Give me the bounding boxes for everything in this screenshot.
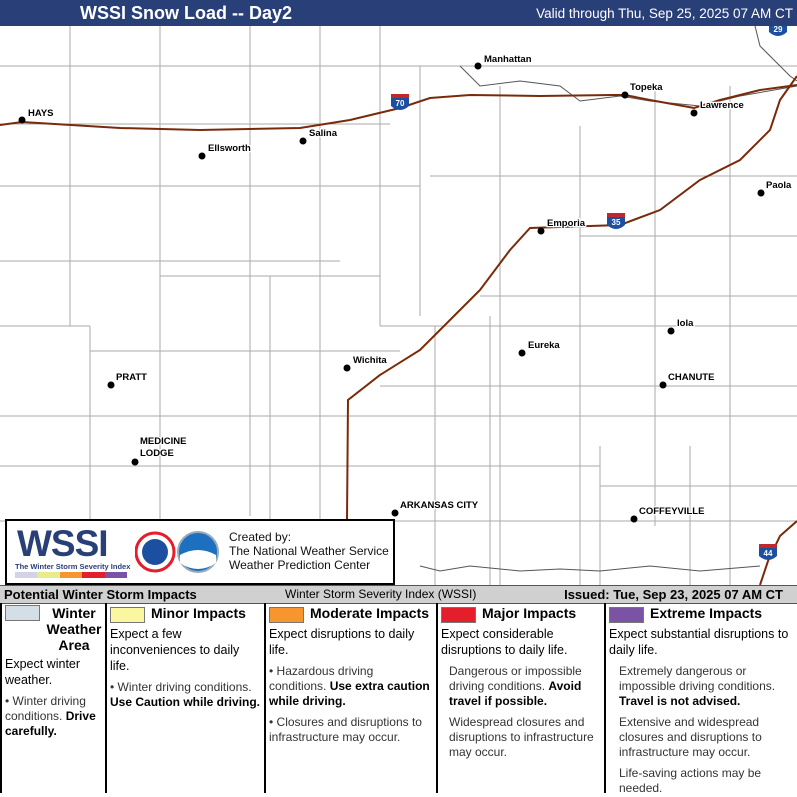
- svg-text:Ellsworth: Ellsworth: [208, 143, 251, 154]
- svg-text:MEDICINE: MEDICINE: [140, 436, 186, 447]
- legend-major: Major Impacts Expect considerable disrup…: [438, 603, 606, 793]
- city-hays: HAYS: [18, 107, 55, 124]
- i44-shield-icon: 44: [759, 544, 777, 560]
- i70: [0, 84, 797, 132]
- svg-text:70: 70: [396, 99, 405, 108]
- legend-winter-weather: Winter Weather Area Expect winter weathe…: [0, 603, 107, 793]
- nws-noaa-logos-icon: [135, 531, 219, 573]
- city-topeka: Topeka: [621, 81, 665, 99]
- legend-title: Potential Winter Storm Impacts: [4, 587, 197, 602]
- county-lines: [0, 26, 797, 585]
- city-iola: Iola: [667, 317, 695, 335]
- map-title: WSSI Snow Load -- Day2: [80, 3, 293, 23]
- svg-text:PRATT: PRATT: [116, 372, 147, 383]
- credits: Created by: The National Weather Service…: [229, 530, 389, 572]
- city-eureka: Eureka: [518, 339, 562, 357]
- svg-text:Topeka: Topeka: [630, 82, 663, 93]
- i70-shield-icon: 70: [391, 94, 409, 110]
- svg-text:Salina: Salina: [309, 128, 338, 139]
- city-manhattan: Manhattan: [474, 53, 533, 70]
- created-by: Created by:: [229, 530, 292, 544]
- svg-text:ARKANSAS CITY: ARKANSAS CITY: [400, 500, 479, 511]
- city-salina: Salina: [299, 127, 339, 145]
- index-name: Winter Storm Severity Index (WSSI): [285, 587, 477, 601]
- org-nws: The National Weather Service: [229, 544, 389, 558]
- wssi-subtitle: The Winter Storm Severity Index: [15, 562, 131, 571]
- interstate-shields: 70 35 29 44: [391, 26, 787, 560]
- svg-text:Wichita: Wichita: [353, 355, 387, 366]
- svg-text:Manhattan: Manhattan: [484, 54, 532, 65]
- legend-bar: Potential Winter Storm Impacts Winter St…: [0, 585, 797, 604]
- i35-shield-icon: 35: [607, 213, 625, 229]
- svg-text:Emporia: Emporia: [547, 218, 586, 229]
- city-coffeyville: COFFEYVILLE: [630, 505, 706, 523]
- svg-text:Eureka: Eureka: [528, 340, 560, 351]
- city-lawrence: Lawrence: [690, 99, 745, 117]
- city-arkansas-city: ARKANSAS CITY: [391, 499, 480, 517]
- legend-moderate: Moderate Impacts Expect disruptions to d…: [266, 603, 438, 793]
- svg-text:Iola: Iola: [677, 318, 694, 329]
- org-wpc: Weather Prediction Center: [229, 558, 371, 572]
- city-emporia: Emporia: [537, 217, 587, 235]
- wssi-logo: WSSI: [17, 523, 109, 564]
- svg-text:COFFEYVILLE: COFFEYVILLE: [639, 506, 704, 517]
- i29-shield-icon: 29: [769, 26, 787, 36]
- city-paola: Paola: [757, 179, 793, 197]
- city-wichita: Wichita: [343, 354, 389, 372]
- svg-text:CHANUTE: CHANUTE: [668, 372, 714, 383]
- logo-box: WSSI The Winter Storm Severity Index Cre…: [5, 519, 395, 585]
- svg-text:44: 44: [764, 549, 773, 558]
- svg-text:29: 29: [774, 26, 783, 34]
- cities: HAYS Manhattan Topeka Lawrence Salina El…: [18, 53, 793, 523]
- svg-text:35: 35: [612, 218, 621, 227]
- svg-text:Paola: Paola: [766, 180, 792, 191]
- svg-text:HAYS: HAYS: [28, 108, 54, 119]
- map: HAYS Manhattan Topeka Lawrence Salina El…: [0, 26, 797, 585]
- city-pratt: PRATT: [107, 371, 148, 389]
- legend-minor: Minor Impacts Expect a few inconvenience…: [107, 603, 266, 793]
- city-chanute: CHANUTE: [659, 371, 716, 389]
- city-ellsworth: Ellsworth: [198, 142, 252, 160]
- svg-text:Lawrence: Lawrence: [700, 100, 744, 111]
- wssi-color-bar: [15, 572, 128, 578]
- header: WSSI Snow Load -- Day2 Valid through Thu…: [0, 0, 797, 26]
- svg-text:LODGE: LODGE: [140, 448, 174, 459]
- valid-time: Valid through Thu, Sep 25, 2025 07 AM CT: [536, 6, 793, 21]
- i35: [346, 75, 797, 521]
- legend-extreme: Extreme Impacts Expect substantial disru…: [609, 605, 789, 795]
- issued-time: Issued: Tue, Sep 23, 2025 07 AM CT: [564, 587, 783, 602]
